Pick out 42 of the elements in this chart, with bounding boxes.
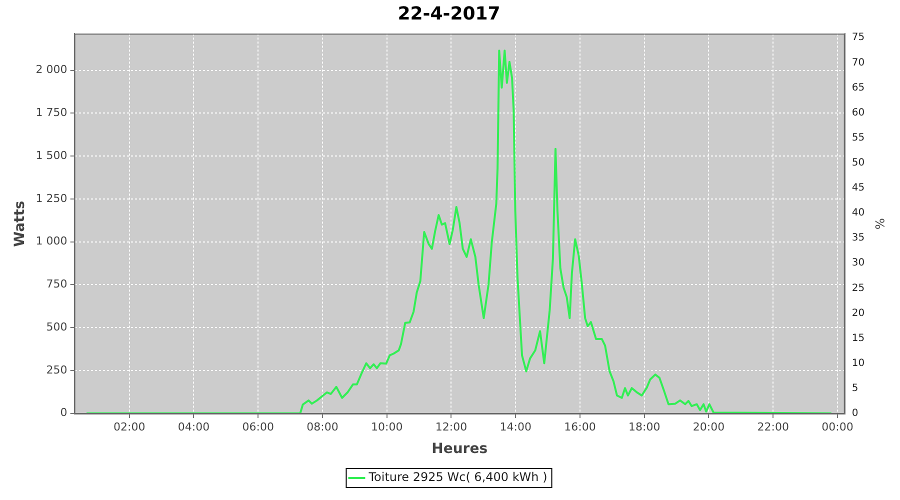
- y-tick-label: 1 000: [36, 234, 68, 248]
- x-tick-label: 02:00: [113, 420, 146, 434]
- y-tick-label: 1 250: [36, 192, 68, 205]
- chart-title: 22-4-2017: [398, 3, 500, 24]
- y2-tick-label: 25: [852, 282, 865, 294]
- y-tick-label: 1 500: [36, 148, 68, 162]
- y2-tick-label: 0: [852, 408, 858, 420]
- legend-label: Toiture 2925 Wc( 6,400 kWh ): [368, 470, 548, 484]
- y2-tick-label: 35: [852, 232, 865, 244]
- y2-tick-label: 65: [852, 82, 865, 94]
- x-tick-label: 16:00: [564, 420, 596, 434]
- x-tick-label: 00:00: [822, 420, 854, 434]
- y2-tick-label: 10: [852, 358, 865, 369]
- y2-tick-label: 15: [852, 332, 865, 344]
- y-tick-label: 0: [60, 406, 68, 420]
- x-axis-title: Heures: [432, 441, 488, 458]
- y2-tick-label: 20: [852, 308, 865, 319]
- y2-tick-label: 55: [852, 132, 865, 144]
- y2-tick-label: 75: [852, 32, 865, 44]
- y2-tick-label: 40: [852, 208, 865, 219]
- y2-tick-label: 50: [852, 158, 865, 168]
- y2-tick-label: 45: [852, 182, 865, 194]
- y-tick-label: 500: [46, 320, 68, 334]
- y-tick-label: 2 000: [36, 63, 68, 76]
- y2-axis-title: %: [872, 218, 887, 230]
- x-tick-label: 08:00: [306, 420, 338, 434]
- y-tick-label: 1 750: [36, 106, 68, 120]
- y2-tick-label: 60: [852, 107, 865, 118]
- x-tick-label: 06:00: [242, 420, 274, 434]
- y2-tick-label: 30: [852, 258, 865, 269]
- y-tick-label: 750: [46, 278, 68, 291]
- x-tick-label: 22:00: [757, 420, 789, 434]
- y-tick-label: 250: [46, 363, 68, 376]
- y-axis-title: Watts: [12, 200, 28, 247]
- y2-tick-label: 5: [852, 383, 858, 394]
- x-tick-label: 12:00: [435, 420, 468, 434]
- y2-tick-label: 70: [852, 57, 865, 68]
- x-tick-label: 04:00: [178, 420, 210, 434]
- x-tick-label: 14:00: [500, 420, 532, 434]
- x-tick-label: 18:00: [628, 420, 660, 434]
- x-tick-label: 10:00: [370, 420, 403, 434]
- x-tick-label: 20:00: [692, 420, 725, 434]
